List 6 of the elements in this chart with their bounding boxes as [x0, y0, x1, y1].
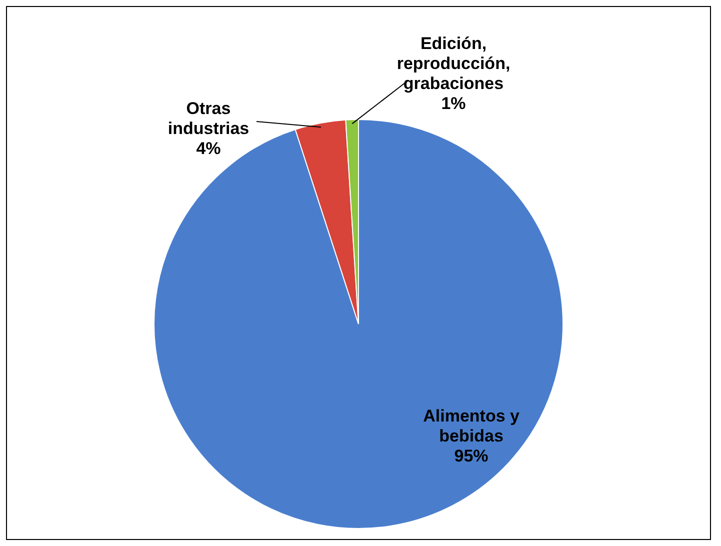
slice-label: Alimentos y bebidas: [423, 406, 520, 446]
data-label: 4%: [196, 139, 221, 158]
slice-label: Edición, reproducción, grabaciones: [396, 34, 510, 94]
slice-label: Otras industrias: [168, 99, 250, 138]
data-label: 1%: [441, 94, 466, 114]
data-label: 95%: [454, 446, 488, 466]
